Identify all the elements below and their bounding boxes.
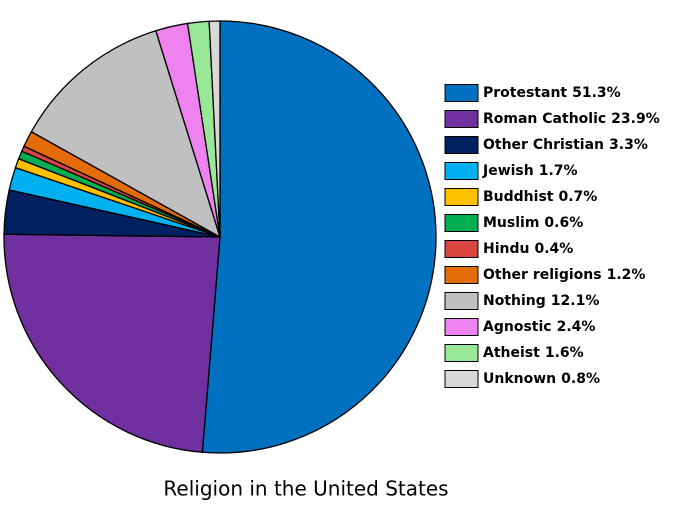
legend-category: Nothing — [483, 293, 546, 309]
legend-label: Roman Catholic 23.9% — [483, 111, 660, 127]
legend-label: Agnostic 2.4% — [483, 319, 595, 335]
legend-label: Other religions 1.2% — [483, 267, 645, 283]
legend-category: Unknown — [483, 371, 556, 387]
legend-value: 3.3% — [609, 137, 648, 153]
legend-swatch — [444, 214, 479, 232]
legend-category: Hindu — [483, 241, 529, 257]
legend-swatch — [444, 84, 479, 102]
legend-swatch — [444, 266, 479, 284]
legend-label: Nothing 12.1% — [483, 293, 599, 309]
legend-value: 2.4% — [557, 319, 596, 335]
legend-swatch — [444, 162, 479, 180]
legend-swatch — [444, 188, 479, 206]
legend-label: Protestant 51.3% — [483, 85, 621, 101]
legend-value: 1.7% — [539, 163, 578, 179]
legend-label: Unknown 0.8% — [483, 371, 600, 387]
legend-value: 12.1% — [551, 293, 600, 309]
legend-swatch — [444, 318, 479, 336]
legend-swatch — [444, 136, 479, 154]
legend-label: Atheist 1.6% — [483, 345, 584, 361]
legend-category: Jewish — [482, 163, 534, 179]
legend-swatch — [444, 240, 479, 258]
legend-category: Agnostic — [483, 319, 552, 335]
legend-category: Buddhist — [483, 189, 554, 205]
legend-category: Other Christian — [483, 137, 604, 153]
legend-category: Roman Catholic — [483, 111, 606, 127]
legend-category: Muslim — [483, 215, 539, 231]
legend-category: Atheist — [483, 345, 540, 361]
legend-label: Buddhist 0.7% — [483, 189, 597, 205]
legend-label: Other Christian 3.3% — [483, 137, 648, 153]
legend-label: Muslim 0.6% — [483, 215, 583, 231]
legend-category: Other religions — [483, 267, 602, 283]
legend-swatch — [444, 110, 479, 128]
pie-slice — [208, 20, 221, 238]
legend-category: Protestant — [483, 85, 567, 101]
legend-value: 1.2% — [607, 267, 646, 283]
legend-label: Jewish 1.7% — [482, 163, 578, 179]
legend-value: 0.4% — [534, 241, 573, 257]
legend-swatch — [444, 344, 479, 362]
legend-value: 0.6% — [544, 215, 583, 231]
legend-label: Hindu 0.4% — [483, 241, 573, 257]
legend-value: 1.6% — [545, 345, 584, 361]
pie-slice — [30, 29, 222, 239]
legend-value: 0.8% — [561, 371, 600, 387]
legend-value: 23.9% — [611, 111, 660, 127]
legend-swatch — [444, 292, 479, 310]
chart-title: Religion in the United States — [163, 477, 448, 501]
pie-slice — [3, 233, 221, 453]
pie-slice — [201, 20, 437, 454]
legend-swatch — [444, 370, 479, 388]
legend-value: 51.3% — [572, 85, 621, 101]
legend-value: 0.7% — [558, 189, 597, 205]
